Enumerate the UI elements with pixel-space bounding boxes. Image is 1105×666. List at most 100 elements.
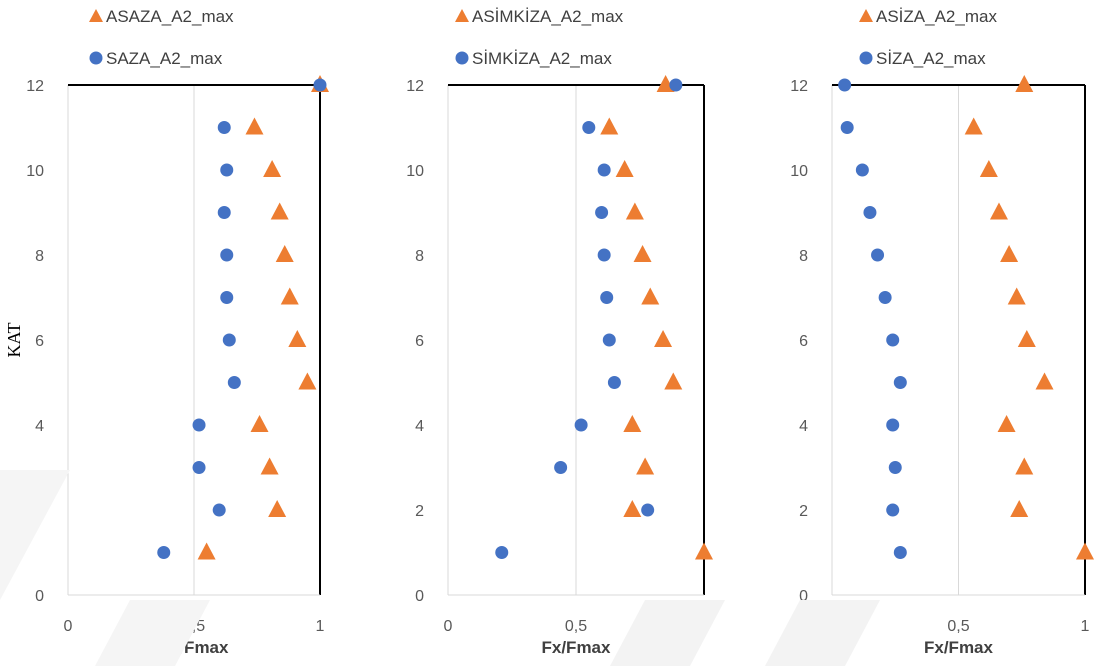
data-point-circle — [878, 291, 892, 304]
data-point-circle — [838, 78, 852, 92]
x-tick-label: 0,5 — [183, 618, 205, 635]
chart-panel-1: 0 2 4 6 8 10 12 0 0,5 1 Fx/Fmax KAT ASAZA_A2_max SAZA… — [4, 7, 329, 657]
data-point-triangle — [1015, 75, 1034, 92]
data-point-circle — [855, 163, 869, 177]
x-axis-label: Fx/Fmax — [924, 638, 994, 657]
data-point-triangle — [260, 457, 279, 475]
x-tick-label: 1 — [316, 618, 325, 635]
data-point-circle — [595, 206, 609, 219]
x-axis-label: Fx/Fmax — [542, 638, 612, 657]
legend-marker-circle — [859, 51, 873, 65]
data-point-triangle — [1000, 245, 1019, 262]
data-point-circle — [669, 78, 683, 92]
data-point-triangle — [664, 372, 683, 390]
y-tick-label: 8 — [415, 248, 424, 265]
y-tick-label: 2 — [799, 503, 808, 520]
data-point-circle — [554, 461, 568, 474]
data-point-triangle — [1007, 287, 1026, 305]
data-point-circle — [313, 78, 327, 92]
x-tick-label: 0,5 — [565, 618, 587, 635]
data-point-triangle — [298, 372, 317, 390]
x-tick-label: 1 — [700, 618, 709, 635]
legend-label: ASAZA_A2_max — [106, 7, 234, 26]
legend-label: SİZA_A2_max — [876, 49, 986, 68]
data-point-triangle — [275, 245, 294, 262]
data-point-triangle — [250, 415, 269, 432]
y-tick-label: 2 — [35, 503, 44, 520]
data-point-triangle — [280, 287, 299, 305]
data-point-triangle — [636, 457, 655, 475]
data-point-circle — [495, 546, 509, 559]
y-tick-label: 4 — [35, 418, 44, 435]
data-point-circle — [597, 163, 611, 177]
y-tick-label: 8 — [799, 248, 808, 265]
data-point-triangle — [600, 117, 619, 135]
legend-marker-triangle — [859, 9, 873, 22]
data-point-circle — [602, 333, 616, 347]
data-point-triangle — [625, 202, 644, 220]
chart-panel-2: 0 2 4 6 8 10 12 0 0,5 1 Fx/Fmax ASİMKİZA_A2_max SİMK… — [406, 7, 713, 657]
x-tick-label: 0 — [828, 618, 837, 635]
data-point-triangle — [964, 117, 983, 135]
y-tick-label: 12 — [406, 78, 424, 95]
data-point-triangle — [270, 202, 289, 220]
data-point-circle — [641, 503, 655, 517]
y-tick-label: 4 — [799, 418, 808, 435]
y-tick-label: 6 — [799, 333, 808, 350]
data-point-circle — [222, 333, 236, 347]
data-point-triangle — [623, 500, 642, 517]
data-point-triangle — [623, 415, 642, 432]
y-tick-label: 10 — [406, 163, 424, 180]
y-tick-label: 6 — [415, 333, 424, 350]
data-point-circle — [886, 503, 900, 517]
data-point-circle — [217, 121, 231, 134]
y-tick-label: 0 — [415, 588, 424, 605]
data-point-circle — [863, 206, 877, 219]
data-point-circle — [607, 376, 621, 389]
y-tick-label: 6 — [35, 333, 44, 350]
y-tick-label: 0 — [799, 588, 808, 605]
data-point-triangle — [263, 160, 282, 177]
data-point-circle — [212, 503, 226, 517]
data-point-circle — [157, 546, 171, 559]
data-point-circle — [227, 376, 241, 389]
legend-marker-triangle — [455, 9, 469, 22]
data-point-triangle — [1017, 330, 1036, 347]
data-point-circle — [217, 206, 231, 219]
data-point-triangle — [615, 160, 634, 177]
x-tick-label: 1 — [1081, 618, 1090, 635]
x-tick-label: 0 — [444, 618, 453, 635]
data-point-circle — [840, 121, 854, 134]
data-point-circle — [600, 291, 614, 304]
data-point-circle — [886, 418, 900, 432]
data-point-circle — [893, 546, 907, 559]
x-tick-label: 0,5 — [947, 618, 969, 635]
data-point-triangle — [997, 415, 1016, 432]
data-point-triangle — [633, 245, 652, 262]
data-point-circle — [574, 418, 588, 432]
data-point-circle — [582, 121, 596, 134]
data-point-circle — [220, 163, 234, 177]
data-point-triangle — [641, 287, 660, 305]
legend-label: SİMKİZA_A2_max — [472, 49, 612, 68]
y-tick-label: 10 — [790, 163, 808, 180]
data-point-circle — [192, 461, 206, 474]
y-tick-label: 8 — [35, 248, 44, 265]
data-point-triangle — [197, 542, 216, 560]
data-point-triangle — [654, 330, 673, 347]
data-point-circle — [888, 461, 902, 474]
y-tick-label: 0 — [35, 588, 44, 605]
data-point-triangle — [989, 202, 1008, 220]
y-tick-label: 2 — [415, 503, 424, 520]
legend-label: SAZA_A2_max — [106, 49, 223, 68]
y-tick-label: 10 — [26, 163, 44, 180]
y-axis-label: KAT — [4, 322, 24, 357]
data-point-circle — [871, 248, 885, 262]
data-point-circle — [220, 291, 234, 304]
data-point-triangle — [1010, 500, 1029, 517]
legend-marker-circle — [89, 51, 103, 65]
legend-label: ASİZA_A2_max — [876, 7, 997, 26]
data-point-triangle — [695, 542, 713, 560]
data-point-circle — [597, 248, 611, 262]
